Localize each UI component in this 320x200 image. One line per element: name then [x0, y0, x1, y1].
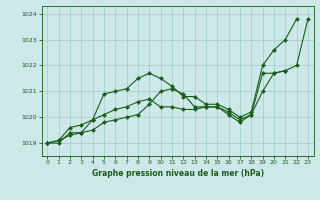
X-axis label: Graphe pression niveau de la mer (hPa): Graphe pression niveau de la mer (hPa)	[92, 169, 264, 178]
